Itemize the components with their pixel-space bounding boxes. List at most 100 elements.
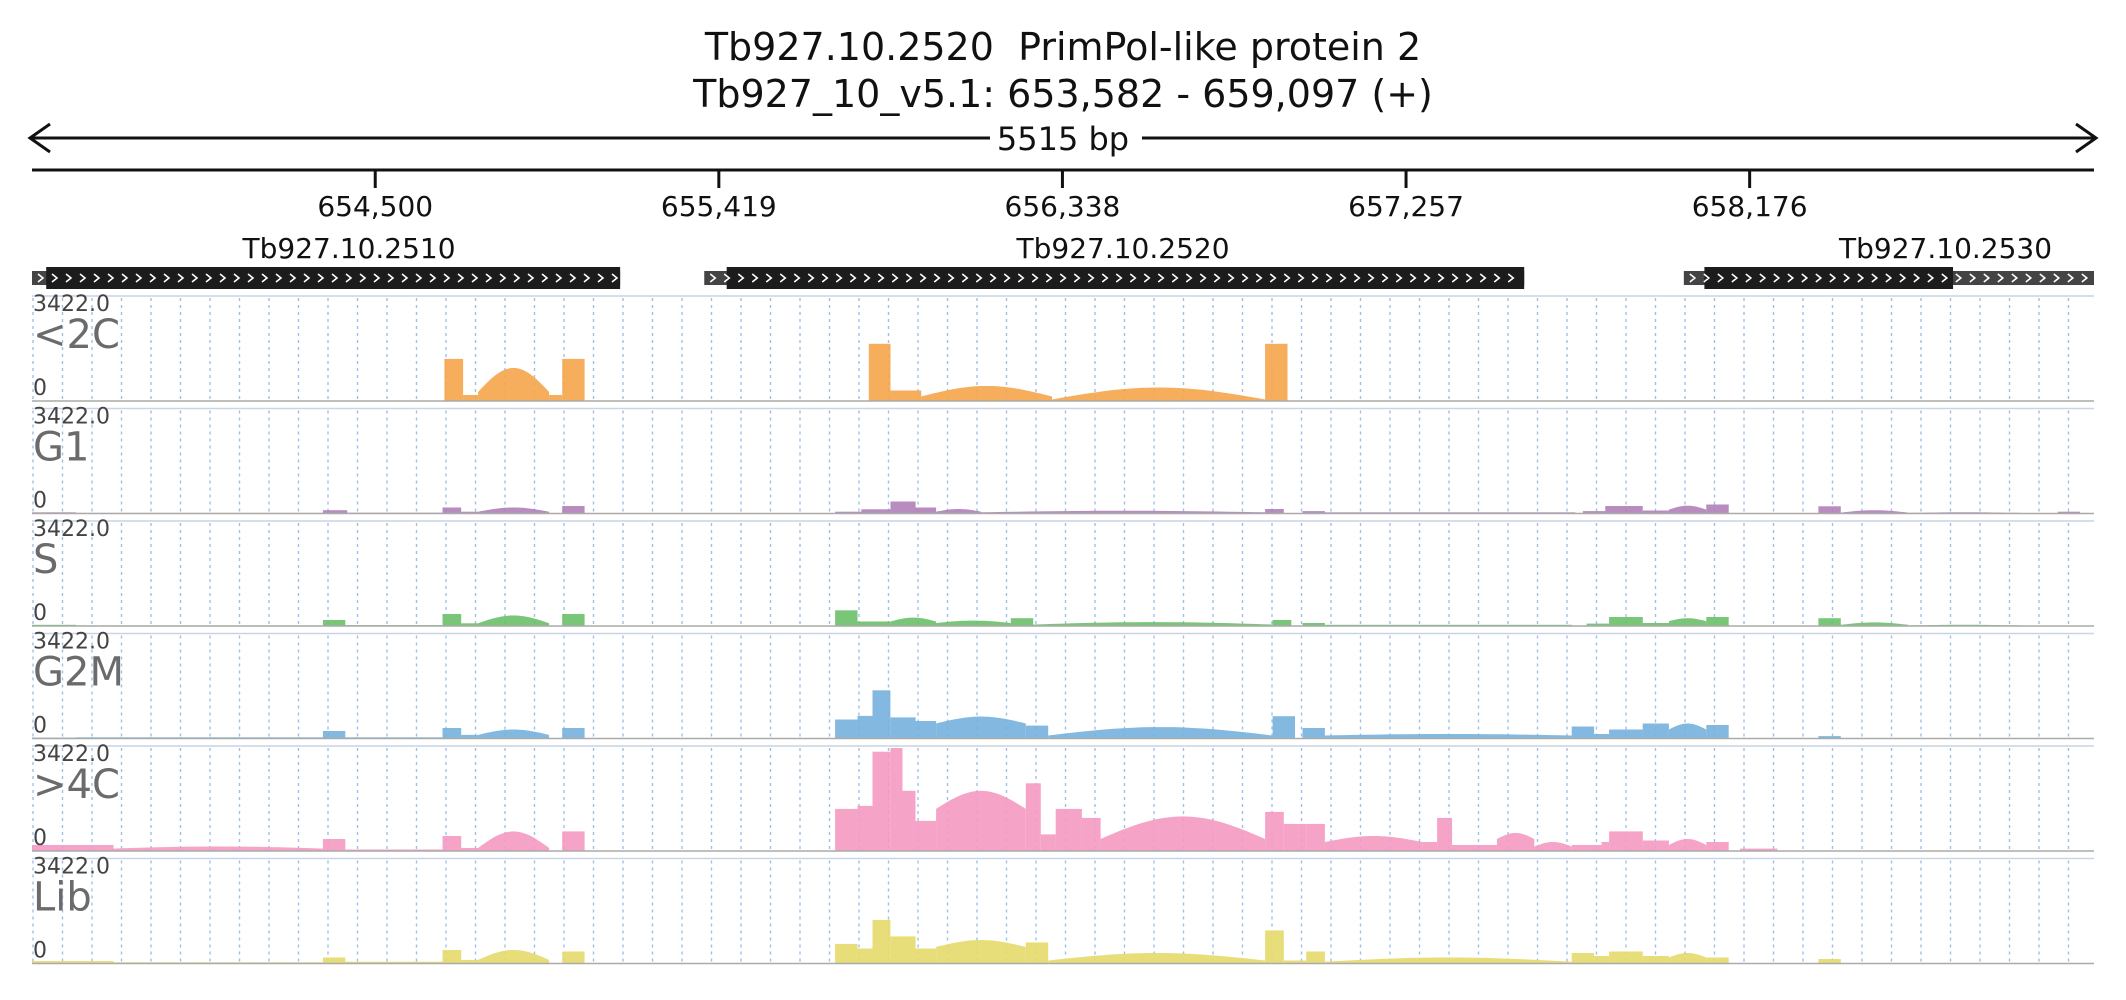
coverage-bar [890,717,916,739]
coverage-bar [442,614,462,626]
coverage-bar [835,511,862,514]
coverage-bar [890,936,916,964]
track-name: S [33,537,58,583]
coverage-bar [1283,960,1307,964]
y-max-label: 3422.0 [33,855,110,880]
coverage-bar [442,836,462,851]
coverage-bar [1302,728,1325,739]
coverage-segment [1668,839,1707,851]
coverage-bar [890,390,922,401]
coverage-bar [1706,504,1729,514]
strand-arrows-icon [709,273,1515,283]
gene-cds [46,267,621,289]
y-min-label: 0 [33,714,47,739]
coverage-segment [1496,832,1535,851]
coverage-bar [1609,617,1643,626]
coverage-bar [562,728,585,739]
coverage-bar [1818,618,1841,626]
coverage-bar [915,948,937,964]
coverage-bar [461,623,478,626]
coverage-bar [1265,509,1284,514]
coverage-bar [1818,959,1841,964]
coverage-bar [1081,817,1101,851]
track-fill [444,343,1288,401]
coverage-bar [1302,511,1325,514]
y-max-label: 3422.0 [33,630,110,655]
coverage-bar [1642,510,1669,514]
y-min-label: 0 [33,489,47,514]
coverage-segment [936,716,1026,739]
coverage-segment [478,729,550,739]
coverage-bar [1283,823,1307,851]
coverage-segment [1668,723,1707,739]
track-name: >4C [33,762,120,808]
x-axis-ticks: 654,500 655,419 656,338 657,257 658,176 [317,170,1808,223]
y-min-label: 0 [33,826,47,851]
coverage-bar [857,805,873,851]
coverage-segment [1052,387,1266,401]
coverage-bar [1437,817,1453,851]
coverage-bar [1302,623,1325,626]
coverage-segment [1668,953,1707,964]
coverage-bar [1609,729,1643,739]
coverage-bar [442,950,462,964]
coverage-bar [1706,957,1729,964]
coverage-segment [936,509,981,514]
coverage-track: 3422.0 0 G2M [32,630,2094,740]
coverage-segment [478,950,550,964]
coverage-track: 3422.0 0 Lib [32,855,2094,965]
coverage-segment [1324,734,1572,739]
coverage-bar [442,507,462,514]
x-tick-label: 654,500 [317,190,433,223]
track-name: <2C [33,312,120,358]
coverage-bar [1642,723,1669,739]
coverage-segment [478,615,550,626]
coverage-segment [478,367,550,401]
coverage-bar [1642,840,1669,851]
span-arrow-left-icon [27,122,51,154]
coverage-track: 3422.0 0 <2C [32,292,2094,402]
coverage-bar [868,343,891,401]
coverage-segment [921,386,1052,401]
coverage-bar [322,957,346,964]
coverage-segment [1048,727,1273,739]
y-min-label: 0 [33,939,47,964]
coverage-bar [322,839,346,851]
strand-arrows-icon [1689,273,2089,283]
coverage-bar [1586,623,1609,626]
coverage-bar [835,610,858,626]
coverage-bar [562,831,585,851]
coverage-segment [1668,505,1707,514]
x-tick-label: 658,176 [1692,190,1808,223]
coverage-bar [463,395,479,401]
coverage-bar [902,790,916,851]
coverage-segment [936,790,1026,851]
gene-feature: Tb927.10.2530 [1683,232,2094,289]
coverage-bar [1010,618,1034,626]
coverage-bar [549,395,563,401]
coverage-bar [1642,623,1669,626]
x-tick-label: 655,419 [661,190,777,223]
coverage-bar [322,510,348,514]
coverage-bar [857,715,873,739]
coverage-bar [1422,842,1438,851]
coverage-bar [1706,842,1729,851]
coverage-bar [1601,842,1610,851]
coverage-bar [857,948,873,964]
coverage-bar [562,614,585,626]
coverage-bar [1594,956,1610,964]
gene-label: Tb927.10.2510 [242,232,456,265]
coverage-bar [835,808,858,851]
coverage-bar [322,731,346,739]
coverage-bar [1040,834,1056,851]
coverage-bar [1025,725,1049,739]
coverage-bar [1272,620,1292,626]
coverage-segment [1324,836,1423,851]
strand-arrows-icon [37,273,619,283]
track-name: Lib [33,875,92,921]
coverage-bar [1739,848,1778,851]
track-fill [32,748,1778,851]
coverage-bar [1571,726,1595,739]
coverage-bar [857,621,891,626]
